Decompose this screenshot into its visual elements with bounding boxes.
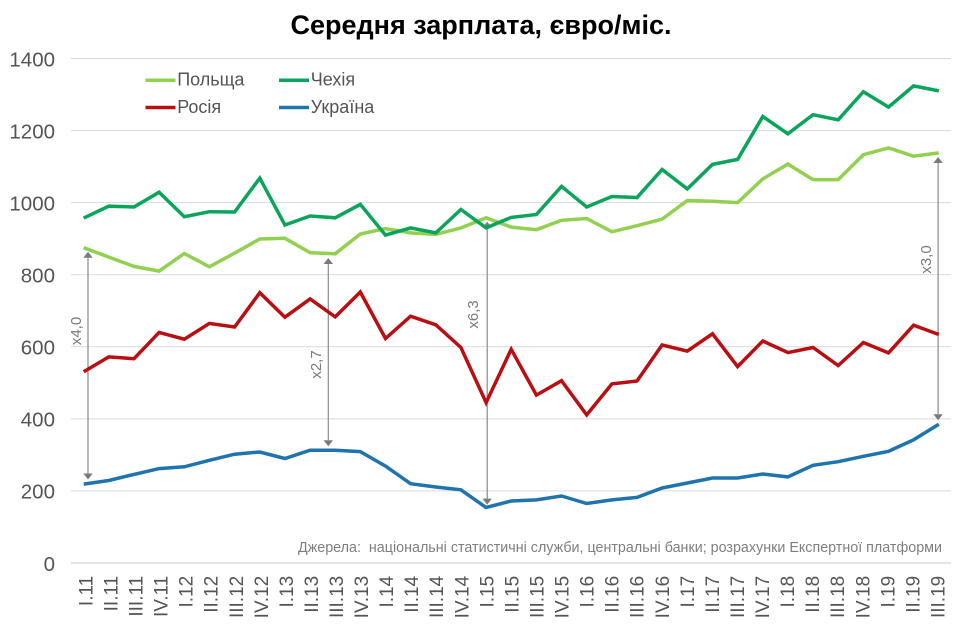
- svg-text:1000: 1000: [9, 192, 55, 215]
- svg-text:III.11: III.11: [127, 576, 148, 617]
- svg-text:III.14: III.14: [427, 575, 448, 618]
- svg-text:IV.17: IV.17: [753, 576, 774, 619]
- svg-text:III.15: III.15: [528, 576, 549, 618]
- svg-text:1200: 1200: [9, 120, 55, 143]
- svg-text:II.18: II.18: [803, 576, 824, 613]
- svg-text:600: 600: [21, 337, 55, 360]
- svg-text:I.17: I.17: [678, 576, 699, 608]
- svg-text:Україна: Україна: [311, 97, 375, 117]
- svg-text:II.15: II.15: [502, 576, 523, 613]
- svg-text:I.16: I.16: [578, 576, 599, 608]
- svg-text:IV.15: IV.15: [553, 576, 574, 619]
- svg-text:IV.13: IV.13: [352, 576, 373, 619]
- svg-text:0: 0: [44, 553, 55, 576]
- svg-text:III.13: III.13: [327, 576, 348, 618]
- svg-text:Польща: Польща: [177, 70, 245, 90]
- svg-text:III.19: III.19: [928, 576, 949, 618]
- svg-text:II.13: II.13: [302, 576, 323, 613]
- svg-text:400: 400: [21, 409, 55, 432]
- svg-text:1400: 1400: [9, 48, 55, 71]
- svg-text:IV.16: IV.16: [653, 576, 674, 619]
- svg-text:II.14: II.14: [402, 575, 423, 612]
- svg-text:II.16: II.16: [603, 576, 624, 613]
- svg-text:II.12: II.12: [202, 576, 223, 613]
- svg-text:IV.12: IV.12: [252, 576, 273, 619]
- svg-text:I.19: I.19: [878, 576, 899, 608]
- svg-text:IV.18: IV.18: [853, 576, 874, 619]
- svg-text:III.17: III.17: [728, 576, 749, 618]
- svg-text:Джерела: національні статисти: Джерела: національні статистичні служби,…: [298, 539, 942, 556]
- svg-text:IV.11: IV.11: [152, 576, 173, 617]
- svg-text:II.17: II.17: [703, 576, 724, 613]
- svg-text:Росія: Росія: [177, 97, 221, 117]
- svg-text:x3,0: x3,0: [918, 245, 935, 273]
- svg-text:II.11: II.11: [102, 576, 123, 612]
- svg-text:I.13: I.13: [277, 576, 298, 608]
- svg-text:III.18: III.18: [828, 576, 849, 618]
- svg-text:Середня зарплата, євро/міс.: Середня зарплата, євро/міс.: [290, 10, 671, 40]
- svg-text:II.19: II.19: [903, 576, 924, 613]
- svg-text:I.12: I.12: [177, 576, 198, 608]
- svg-text:III.16: III.16: [628, 576, 649, 618]
- svg-text:800: 800: [21, 265, 55, 288]
- svg-text:I.14: I.14: [377, 575, 398, 607]
- svg-text:IV.14: IV.14: [452, 575, 473, 618]
- svg-text:x2,7: x2,7: [308, 350, 325, 378]
- svg-text:III.12: III.12: [227, 576, 248, 618]
- svg-text:x4,0: x4,0: [68, 317, 85, 345]
- svg-text:I.15: I.15: [477, 576, 498, 608]
- svg-text:I.11: I.11: [76, 576, 97, 606]
- svg-text:200: 200: [21, 481, 55, 504]
- svg-text:Чехія: Чехія: [311, 70, 355, 90]
- svg-text:x6,3: x6,3: [465, 300, 482, 328]
- svg-text:I.18: I.18: [778, 576, 799, 608]
